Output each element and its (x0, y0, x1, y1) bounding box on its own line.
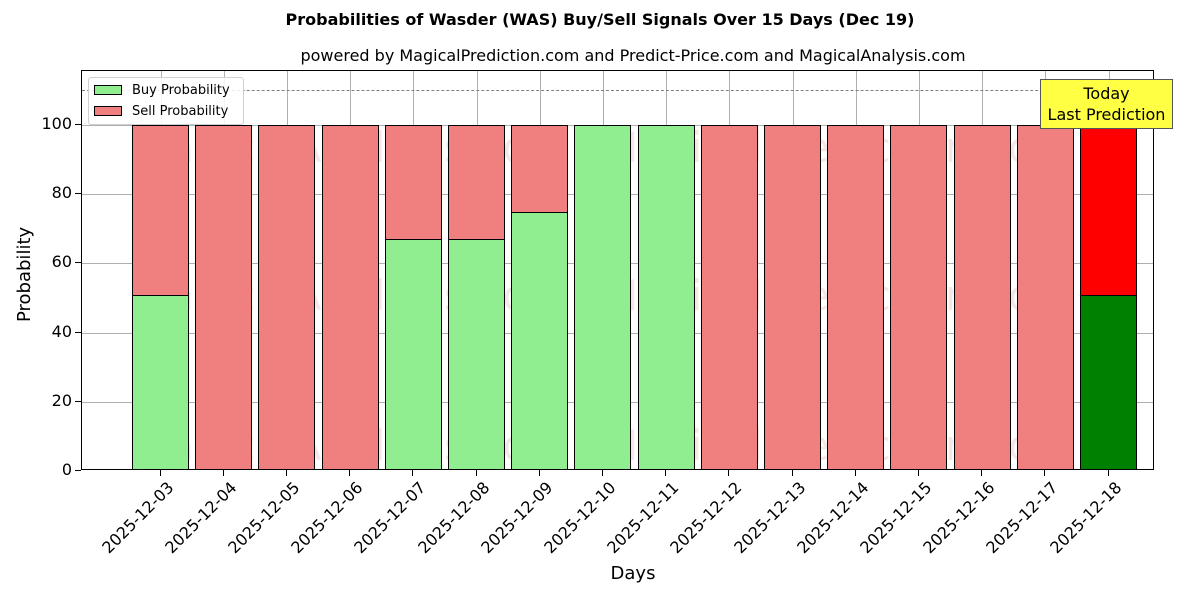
bar-sell (953, 125, 1011, 469)
y-tick (75, 193, 81, 195)
legend-item-buy: Buy Probability (94, 82, 230, 98)
x-tick (981, 470, 983, 476)
plot-area: MagicalAnalysis.comMagicalPrediction.com… (81, 70, 1154, 470)
bar-sell (195, 125, 253, 469)
today-annotation: Today Last Prediction (1040, 79, 1173, 129)
y-tick-label: 0 (61, 460, 72, 479)
bar-sell (1080, 125, 1137, 296)
bar-sell (1016, 125, 1074, 469)
bar-sell (321, 125, 379, 469)
x-tick (1107, 470, 1109, 476)
legend-item-sell: Sell Probability (94, 103, 228, 119)
bar-buy (574, 125, 632, 469)
x-tick (728, 470, 730, 476)
chart-title: Probabilities of Wasder (WAS) Buy/Sell S… (285, 10, 915, 29)
x-tick (601, 470, 603, 476)
bar-buy (511, 211, 569, 469)
legend: Buy Probability Sell Probability (88, 77, 244, 125)
y-axis-title: Probability (14, 226, 35, 322)
reference-line (82, 90, 1153, 92)
annotation-line1: Today (1083, 84, 1130, 103)
bar-buy (448, 239, 505, 469)
bar-sell (764, 125, 821, 469)
y-tick-label: 20 (51, 390, 72, 410)
bar-buy (132, 294, 189, 469)
y-tick-label: 60 (51, 252, 72, 272)
bar-sell (132, 125, 189, 296)
y-tick (75, 470, 81, 471)
x-tick (475, 470, 477, 476)
bar-sell (700, 125, 758, 469)
annotation-line2: Last Prediction (1047, 105, 1166, 124)
y-tick-label: 40 (51, 321, 72, 341)
x-tick (854, 470, 856, 476)
x-tick (538, 470, 540, 476)
bar-sell (511, 125, 569, 213)
x-tick (665, 470, 667, 476)
y-tick (75, 331, 81, 333)
y-tick-label: 100 (41, 114, 72, 133)
x-tick (349, 470, 351, 476)
sell-swatch-icon (94, 106, 122, 116)
bar-buy (384, 239, 442, 469)
bar-sell (448, 125, 505, 241)
bar-sell (384, 125, 442, 241)
y-tick (75, 262, 81, 264)
bar-sell (258, 125, 316, 469)
x-tick (412, 470, 414, 476)
buy-swatch-icon (94, 85, 122, 95)
x-tick (285, 470, 287, 476)
y-tick (75, 124, 81, 125)
x-tick (917, 470, 919, 476)
x-tick (1044, 470, 1046, 476)
bar-buy (1080, 294, 1137, 469)
y-tick-label: 80 (51, 183, 72, 203)
bar-sell (827, 125, 885, 469)
x-tick (791, 470, 793, 476)
x-axis-title: Days (610, 563, 656, 584)
chart-subtitle: powered by MagicalPrediction.com and Pre… (300, 46, 966, 65)
legend-label-buy: Buy Probability (132, 82, 230, 98)
legend-label-sell: Sell Probability (132, 103, 229, 119)
x-tick (159, 470, 161, 476)
y-tick (75, 400, 81, 402)
bar-sell (890, 125, 948, 469)
x-tick (222, 470, 224, 476)
bar-buy (637, 125, 695, 469)
